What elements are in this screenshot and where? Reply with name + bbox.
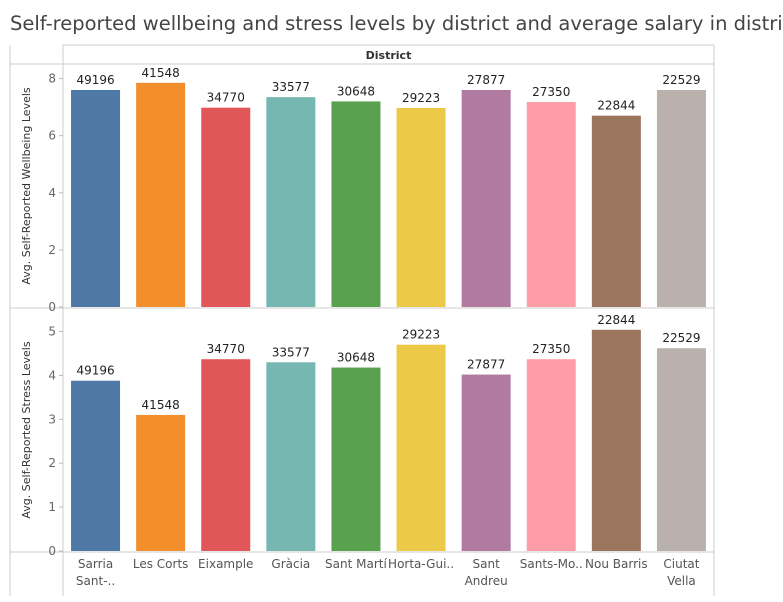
data-label: 41548 bbox=[142, 398, 180, 412]
y-tick-label: 3 bbox=[48, 412, 56, 426]
bar bbox=[201, 107, 251, 308]
y-tick-label: 1 bbox=[48, 500, 56, 514]
bar bbox=[331, 367, 381, 551]
bar bbox=[656, 89, 706, 308]
category-label: Andreu bbox=[465, 574, 508, 588]
bar bbox=[71, 89, 121, 308]
y-tick-label: 2 bbox=[48, 243, 56, 257]
bar bbox=[71, 380, 121, 551]
data-label: 22844 bbox=[597, 99, 635, 113]
y-tick-label: 8 bbox=[48, 72, 56, 86]
bar bbox=[656, 348, 706, 551]
bar bbox=[591, 329, 641, 551]
data-label: 27877 bbox=[467, 73, 505, 87]
data-label: 34770 bbox=[207, 91, 245, 105]
y-tick-label: 2 bbox=[48, 456, 56, 470]
bar bbox=[461, 374, 511, 551]
category-label: Sants-Mo.. bbox=[520, 557, 583, 571]
data-label: 29223 bbox=[402, 328, 440, 342]
data-label: 30648 bbox=[337, 351, 375, 365]
bar bbox=[461, 89, 511, 308]
bar bbox=[396, 107, 446, 307]
category-label: Horta-Gui.. bbox=[388, 557, 454, 571]
y-tick-label: 4 bbox=[48, 368, 56, 382]
chart-title: Self-reported wellbeing and stress level… bbox=[10, 12, 783, 35]
data-label: 27350 bbox=[532, 342, 570, 356]
category-label: Sarria bbox=[78, 557, 113, 571]
column-header: District bbox=[366, 49, 412, 62]
bar bbox=[396, 344, 446, 551]
data-label: 49196 bbox=[76, 364, 114, 378]
data-label: 41548 bbox=[142, 66, 180, 80]
data-label: 33577 bbox=[272, 345, 310, 359]
y-axis-label: Avg. Self-Reported Wellbeing Levels bbox=[20, 87, 33, 285]
data-label: 30648 bbox=[337, 84, 375, 98]
bar bbox=[136, 82, 186, 307]
y-tick-label: 6 bbox=[48, 129, 56, 143]
bar bbox=[526, 101, 576, 308]
data-label: 22529 bbox=[662, 331, 700, 345]
data-label: 29223 bbox=[402, 91, 440, 105]
category-label: Nou Barris bbox=[585, 557, 648, 571]
y-tick-label: 0 bbox=[48, 544, 56, 558]
data-label: 34770 bbox=[207, 342, 245, 356]
y-tick-label: 5 bbox=[48, 325, 56, 339]
bar bbox=[331, 101, 381, 307]
data-label: 27350 bbox=[532, 85, 570, 99]
bar bbox=[591, 115, 641, 308]
category-label: Sant bbox=[473, 557, 501, 571]
data-label: 22529 bbox=[662, 73, 700, 87]
category-label: Gràcia bbox=[271, 557, 310, 571]
y-axis-label: Avg. Self-Reported Stress Levels bbox=[20, 341, 33, 518]
bar bbox=[201, 359, 251, 551]
data-label: 33577 bbox=[272, 80, 310, 94]
category-label: Vella bbox=[667, 574, 696, 588]
bar bbox=[266, 97, 316, 308]
category-label: Eixample bbox=[198, 557, 253, 571]
category-label: Sant Martí bbox=[325, 557, 387, 571]
bar bbox=[526, 359, 576, 551]
bar bbox=[136, 414, 186, 551]
category-label: Ciutat bbox=[663, 557, 699, 571]
data-label: 27877 bbox=[467, 358, 505, 372]
data-label: 49196 bbox=[76, 73, 114, 87]
bar bbox=[266, 362, 316, 551]
data-label: 22844 bbox=[597, 313, 635, 327]
y-tick-label: 4 bbox=[48, 186, 56, 200]
category-label: Les Corts bbox=[133, 557, 189, 571]
y-tick-label: 0 bbox=[48, 300, 56, 314]
category-label: Sant-.. bbox=[76, 574, 115, 588]
